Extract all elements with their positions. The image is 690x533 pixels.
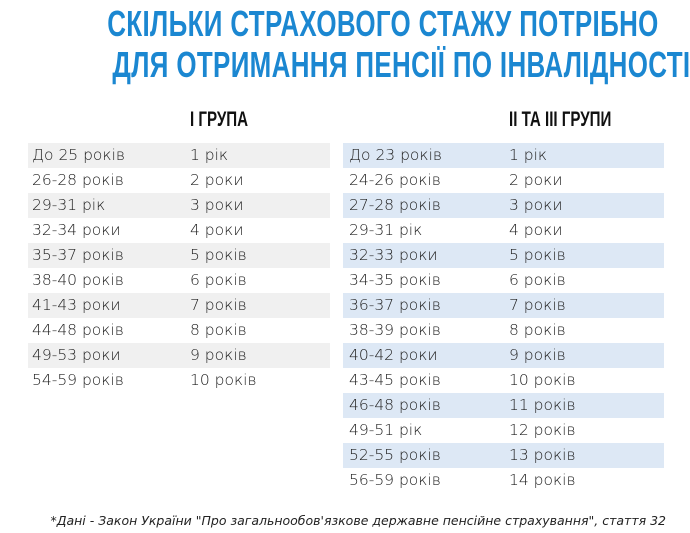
age-cell: 46-48 років [349, 396, 441, 414]
title-text-1: СКІЛЬКИ СТРАХОВОГО СТАЖУ ПОТРІБНО [107, 3, 659, 44]
age-cell: 32-33 роки [349, 246, 438, 264]
table-row: 52-55 років 13 років [343, 443, 664, 468]
stazh-cell: 1 рік [509, 146, 548, 164]
table-row: 46-48 років 11 років [343, 393, 664, 418]
group1-table: До 25 років 1 рік 26-28 років 2 роки 29-31 р… [28, 143, 330, 393]
age-cell: 34-35 років [349, 271, 441, 289]
age-cell: 52-55 років [349, 446, 441, 464]
title-text-2: ДЛЯ ОТРИМАННЯ ПЕНСІЇ ПО ІНВАЛІДНОСТІ [112, 44, 690, 85]
stazh-cell: 3 роки [509, 196, 563, 214]
table-row: 40-42 роки 9 років [343, 343, 664, 368]
age-cell: 54-59 років [32, 371, 124, 389]
table-row: 32-33 роки 5 років [343, 243, 664, 268]
table-row: 49-53 роки 9 років [28, 343, 330, 368]
table-row: 56-59 років 14 років [343, 468, 664, 493]
age-cell: 24-26 років [349, 171, 441, 189]
stazh-cell: 11 років [509, 396, 576, 414]
table-row: 44-48 років 8 років [28, 318, 330, 343]
stazh-cell: 13 років [509, 446, 576, 464]
stazh-cell: 6 років [190, 271, 247, 289]
age-cell: 27-28 років [349, 196, 441, 214]
stazh-cell: 7 років [509, 296, 566, 314]
table-row: 29-31 рік 4 роки [343, 218, 664, 243]
stazh-cell: 8 років [190, 321, 247, 339]
age-cell: 43-45 років [349, 371, 441, 389]
footnote: *Дані - Закон України "Про загальнообов'… [50, 513, 666, 528]
stazh-cell: 3 роки [190, 196, 244, 214]
age-cell: 26-28 років [32, 171, 124, 189]
group23-table: До 23 років 1 рік 24-26 років 2 роки 27-28 р… [343, 143, 664, 493]
stazh-cell: 9 років [509, 346, 566, 364]
stazh-cell: 2 роки [509, 171, 563, 189]
stazh-cell: 10 років [509, 371, 576, 389]
stazh-cell: 6 років [509, 271, 566, 289]
table-row: 38-39 років 8 років [343, 318, 664, 343]
group23-header: ІІ ТА ІІІ ГРУПИ [509, 108, 612, 131]
stazh-cell: 4 роки [509, 221, 563, 239]
stazh-cell: 4 роки [190, 221, 244, 239]
age-cell: 29-31 рік [32, 196, 106, 214]
age-cell: 38-39 років [349, 321, 441, 339]
table-row: 24-26 років 2 роки [343, 168, 664, 193]
age-cell: 56-59 років [349, 471, 441, 489]
table-row: 27-28 років 3 роки [343, 193, 664, 218]
table-row: 29-31 рік 3 роки [28, 193, 330, 218]
table-row: 54-59 років 10 років [28, 368, 330, 393]
title-line-1: СКІЛЬКИ СТРАХОВОГО СТАЖУ ПОТРІБНО [0, 4, 690, 44]
table-row: 26-28 років 2 роки [28, 168, 330, 193]
table-row: До 25 років 1 рік [28, 143, 330, 168]
table-row: 36-37 років 7 років [343, 293, 664, 318]
stazh-cell: 2 роки [190, 171, 244, 189]
title-line-2: ДЛЯ ОТРИМАННЯ ПЕНСІЇ ПО ІНВАЛІДНОСТІ [0, 45, 690, 85]
stazh-cell: 1 рік [190, 146, 229, 164]
stazh-cell: 9 років [190, 346, 247, 364]
age-cell: 38-40 років [32, 271, 124, 289]
age-cell: 36-37 років [349, 296, 441, 314]
age-cell: 29-31 рік [349, 221, 423, 239]
age-cell: До 23 років [349, 146, 443, 164]
age-cell: 32-34 роки [32, 221, 121, 239]
age-cell: 35-37 років [32, 246, 124, 264]
age-cell: 44-48 років [32, 321, 124, 339]
table-row: 32-34 роки 4 роки [28, 218, 330, 243]
table-row: 35-37 років 5 років [28, 243, 330, 268]
stazh-cell: 8 років [509, 321, 566, 339]
stazh-cell: 5 років [509, 246, 566, 264]
table-row: 43-45 років 10 років [343, 368, 664, 393]
age-cell: 40-42 роки [349, 346, 438, 364]
table-row: 34-35 років 6 років [343, 268, 664, 293]
age-cell: 49-53 роки [32, 346, 121, 364]
stazh-cell: 14 років [509, 471, 576, 489]
age-cell: 49-51 рік [349, 421, 423, 439]
age-cell: 41-43 роки [32, 296, 121, 314]
group1-header: І ГРУПА [190, 108, 249, 131]
stazh-cell: 5 років [190, 246, 247, 264]
age-cell: До 25 років [32, 146, 126, 164]
table-row: 38-40 років 6 років [28, 268, 330, 293]
stazh-cell: 7 років [190, 296, 247, 314]
stazh-cell: 12 років [509, 421, 576, 439]
table-row: 49-51 рік 12 років [343, 418, 664, 443]
table-row: До 23 років 1 рік [343, 143, 664, 168]
table-row: 41-43 роки 7 років [28, 293, 330, 318]
stazh-cell: 10 років [190, 371, 257, 389]
